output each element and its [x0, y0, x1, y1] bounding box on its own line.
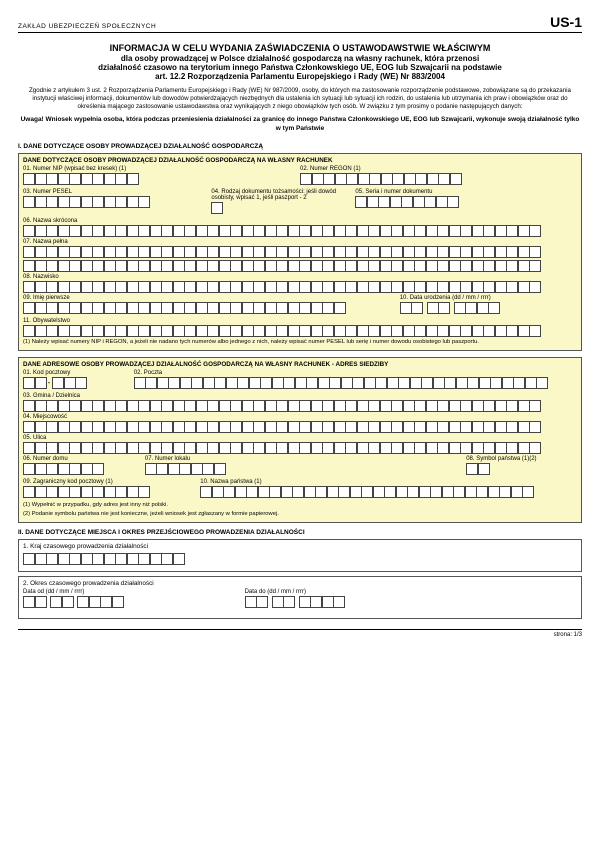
- label-doc-type: 04. Rodzaj dokumentu tożsamości: jeśli d…: [211, 189, 355, 201]
- label-pesel: 03. Numer PESEL: [23, 189, 211, 195]
- label-date-to: Data do (dd / mm / rrrr): [245, 589, 467, 595]
- label-citizenship: 11. Obywatelstwo: [23, 318, 577, 324]
- input-short-name[interactable]: [23, 225, 577, 237]
- title-block: INFORMACJA W CELU WYDANIA ZAŚWIADCZENIA …: [18, 43, 582, 81]
- label-post-office: 02. Poczta: [134, 370, 577, 376]
- country-box: 1. Kraj czasowego prowadzenia działalnoś…: [18, 539, 582, 572]
- label-period: 2. Okres czasowego prowadzenia działalno…: [23, 580, 577, 587]
- label-surname: 08. Nazwisko: [23, 274, 577, 280]
- input-country-name[interactable]: [200, 486, 577, 498]
- input-country-symbol[interactable]: [466, 463, 577, 475]
- label-first-name: 09. Imię pierwsze: [23, 295, 400, 301]
- period-box: 2. Okres czasowego prowadzenia działalno…: [18, 576, 582, 619]
- input-foreign-postcode[interactable]: [23, 486, 200, 498]
- input-country-activity[interactable]: [23, 553, 577, 565]
- label-doc-number: 05. Seria i numer dokumentu: [355, 189, 577, 195]
- input-citizenship[interactable]: [23, 325, 577, 337]
- label-flat-no: 07. Numer lokalu: [145, 456, 466, 462]
- label-birth-date: 10. Data urodzenia (dd / mm / rrrr): [400, 295, 577, 301]
- input-doc-number[interactable]: [355, 196, 577, 208]
- title-line-2: dla osoby prowadzącej w Polsce działalno…: [18, 54, 582, 63]
- personal-data-box: DANE DOTYCZĄCE OSOBY PROWADZĄCEJ DZIAŁAL…: [18, 153, 582, 351]
- warning-text: Uwaga! Wniosek wypełnia osoba, która pod…: [18, 116, 582, 133]
- input-full-name-1[interactable]: [23, 246, 577, 258]
- label-nip: 01. Numer NIP (wpisać bez kresek) (1): [23, 166, 300, 172]
- input-postcode-b[interactable]: [52, 377, 87, 389]
- input-date-to[interactable]: [245, 596, 467, 608]
- section-1-heading: I. DANE DOTYCZĄCE OSOBY PROWADZĄCEJ DZIA…: [18, 143, 582, 150]
- input-birth-date[interactable]: [400, 302, 577, 314]
- label-short-name: 06. Nazwa skrócona: [23, 218, 577, 224]
- input-post-office[interactable]: [134, 377, 577, 389]
- input-full-name-2[interactable]: [23, 260, 577, 272]
- address-box: DANE ADRESOWE OSOBY PROWADZĄCEJ DZIAŁALN…: [18, 357, 582, 523]
- input-first-name[interactable]: [23, 302, 400, 314]
- intro-text: Zgodnie z artykułem 3 ust. 2 Rozporządze…: [18, 87, 582, 110]
- label-full-name: 07. Nazwa pełna: [23, 239, 577, 245]
- input-district[interactable]: [23, 400, 577, 412]
- input-surname[interactable]: [23, 281, 577, 293]
- header-bar: ZAKŁAD UBEZPIECZEŃ SPOŁECZNYCH US-1: [18, 14, 582, 33]
- input-flat-no[interactable]: [145, 463, 466, 475]
- box1-title: DANE DOTYCZĄCE OSOBY PROWADZĄCEJ DZIAŁAL…: [23, 157, 577, 164]
- label-regon: 02. Numer REGON (1): [300, 166, 577, 172]
- label-district: 03. Gmina / Dzielnica: [23, 393, 577, 399]
- box1-footnote: (1) Należy wpisać numery NIP i REGON, a …: [23, 339, 577, 346]
- label-foreign-postcode: 09. Zagraniczny kod pocztowy (1): [23, 479, 200, 485]
- label-date-from: Data od (dd / mm / rrrr): [23, 589, 245, 595]
- label-street: 05. Ulica: [23, 435, 577, 441]
- input-date-from[interactable]: [23, 596, 245, 608]
- box2-title: DANE ADRESOWE OSOBY PROWADZĄCEJ DZIAŁALN…: [23, 361, 577, 368]
- input-city[interactable]: [23, 421, 577, 433]
- input-regon[interactable]: [300, 173, 577, 185]
- input-doc-type[interactable]: [211, 202, 355, 214]
- box2-footnote-1: (1) Wypełnić w przypadku, gdy adres jest…: [23, 502, 577, 509]
- label-country-activity: 1. Kraj czasowego prowadzenia działalnoś…: [23, 543, 577, 550]
- org-name: ZAKŁAD UBEZPIECZEŃ SPOŁECZNYCH: [18, 23, 156, 30]
- input-nip[interactable]: [23, 173, 300, 185]
- label-country-name: 10. Nazwa państwa (1): [200, 479, 577, 485]
- input-house-no[interactable]: [23, 463, 145, 475]
- input-street[interactable]: [23, 442, 577, 454]
- box2-footnote-2: (2) Podanie symbolu państwa nie jest kon…: [23, 511, 577, 518]
- title-line-4: art. 12.2 Rozporządzenia Parlamentu Euro…: [18, 72, 582, 81]
- input-pesel[interactable]: [23, 196, 211, 208]
- label-country-symbol: 08. Symbol państwa (1)(2): [466, 456, 577, 462]
- title-line-1: INFORMACJA W CELU WYDANIA ZAŚWIADCZENIA …: [18, 43, 582, 53]
- label-city: 04. Miejscowość: [23, 414, 577, 420]
- title-line-3: działalność czasowo na terytorium innego…: [18, 63, 582, 72]
- section-2-heading: II. DANE DOTYCZĄCE MIEJSCA I OKRES PRZEJ…: [18, 529, 582, 536]
- input-postcode-a[interactable]: [23, 377, 46, 389]
- label-postcode: 01. Kod pocztowy: [23, 370, 134, 376]
- page-footer: strona: 1/3: [18, 629, 582, 638]
- label-house-no: 06. Numer domu: [23, 456, 145, 462]
- form-code: US-1: [550, 14, 582, 30]
